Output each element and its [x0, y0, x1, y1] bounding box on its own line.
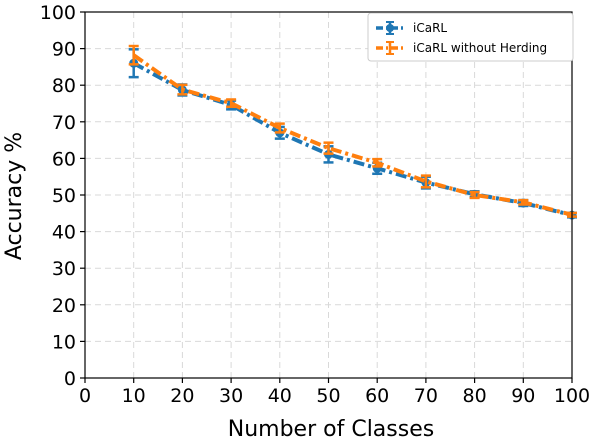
grid — [84, 11, 573, 379]
y-tick-label: 50 — [52, 185, 76, 207]
x-tick-label: 50 — [316, 385, 340, 407]
legend-entry-1: iCaRL without Herding — [376, 41, 547, 55]
legend-box — [367, 12, 574, 62]
legend: iCaRL iCaRL without Herding — [367, 12, 574, 62]
x-tick-label: 20 — [170, 385, 194, 407]
x-tick-label: 10 — [122, 385, 146, 407]
x-tick-label: 90 — [511, 385, 535, 407]
x-tick-label: 40 — [268, 385, 292, 407]
y-tick-label: 80 — [52, 75, 76, 97]
y-tick-label: 20 — [52, 295, 76, 317]
y-tick-label: 40 — [52, 222, 76, 244]
x-tick-label: 0 — [79, 385, 91, 407]
x-tick-label: 30 — [219, 385, 243, 407]
x-tick-label: 80 — [463, 385, 487, 407]
y-tick-label: 90 — [52, 39, 76, 61]
y-tick-label: 60 — [52, 148, 76, 170]
series-1 — [128, 44, 577, 218]
y-axis-label: Accuracy % — [2, 132, 27, 260]
y-tick-label: 30 — [52, 258, 76, 280]
y-tick-label: 0 — [64, 368, 76, 390]
x-tick-label: 100 — [554, 385, 590, 407]
y-tick-label: 10 — [52, 331, 76, 353]
x-tick-label: 60 — [365, 385, 389, 407]
x-axis-label: Number of Classes — [228, 417, 434, 438]
series-layer — [128, 44, 577, 220]
y-tick-label: 100 — [40, 2, 76, 24]
plot-frame — [84, 11, 573, 379]
series-line — [132, 53, 573, 217]
y-tick-label: 70 — [52, 112, 76, 134]
x-tick-label: 70 — [414, 385, 438, 407]
legend-swatch-marker — [386, 24, 394, 32]
series-line — [132, 61, 573, 218]
tick-labels: 0 10 20 30 40 50 60 70 80 90 100 0 10 20 30 40 50 60 70 80 9… — [40, 2, 590, 407]
series-0 — [128, 48, 577, 220]
axes — [80, 11, 573, 383]
legend-label: iCaRL without Herding — [413, 41, 547, 55]
legend-label: iCaRL — [413, 21, 447, 35]
legend-entry-0: iCaRL — [376, 21, 447, 35]
